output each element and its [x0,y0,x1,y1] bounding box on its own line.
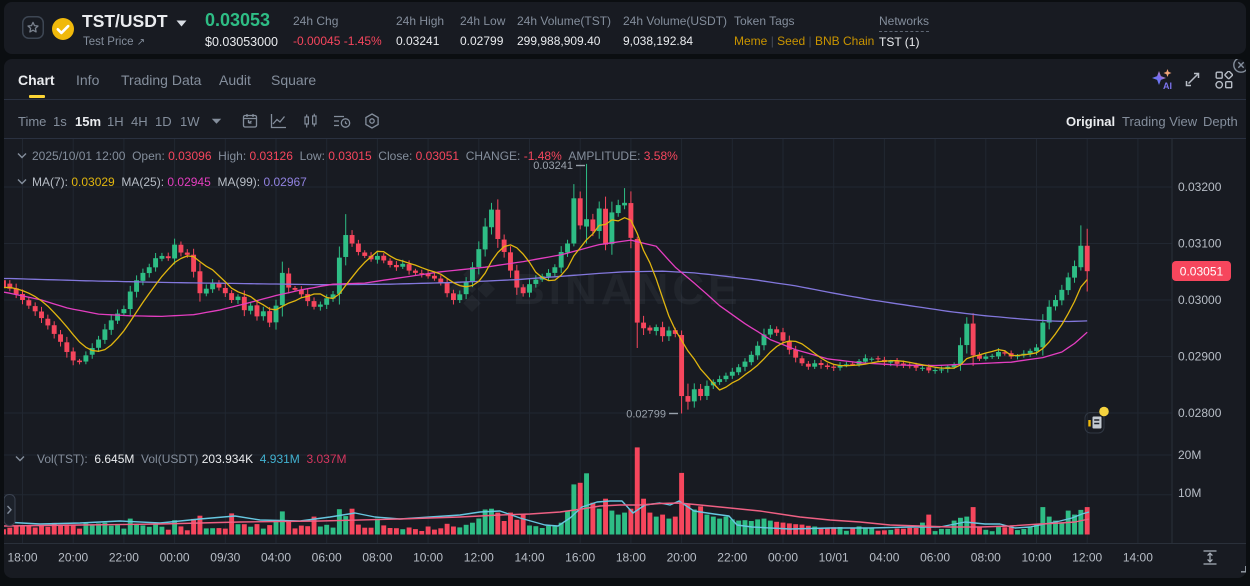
svg-text:AI: AI [1163,81,1172,91]
svg-text:0.03241: 0.03241 [533,160,573,172]
svg-text:09/30: 09/30 [210,551,240,565]
svg-text:08:00: 08:00 [971,551,1001,565]
svg-text:Vol(TST): 6.645M Vol(USDT) 2: Vol(TST): 6.645M Vol(USDT) 203.934K 4.93… [37,452,347,466]
svg-text:18:00: 18:00 [616,551,646,565]
svg-text:06:00: 06:00 [920,551,950,565]
svg-text:0.03200: 0.03200 [1178,180,1222,194]
svg-text:16:00: 16:00 [565,551,595,565]
svg-text:08:00: 08:00 [362,551,392,565]
svg-text:14:00: 14:00 [514,551,544,565]
svg-text:04:00: 04:00 [869,551,899,565]
svg-text:22:00: 22:00 [109,551,139,565]
svg-text:10/01: 10/01 [819,551,849,565]
svg-text:0.02800: 0.02800 [1178,406,1222,420]
svg-text:10:00: 10:00 [1021,551,1051,565]
svg-text:20:00: 20:00 [58,551,88,565]
svg-text:12:00: 12:00 [464,551,494,565]
svg-text:10:00: 10:00 [413,551,443,565]
svg-text:0.02799: 0.02799 [626,409,666,421]
svg-text:14:00: 14:00 [1123,551,1153,565]
svg-text:0.03000: 0.03000 [1178,293,1222,307]
svg-text:10M: 10M [1178,486,1201,500]
svg-text:2025/10/01 12:00 Open: 0.0309: 2025/10/01 12:00 Open: 0.03096 High: 0.0… [32,149,678,163]
svg-text:22:00: 22:00 [717,551,747,565]
svg-text:MA(7): 0.03029 MA(25): 0.0294: MA(7): 0.03029 MA(25): 0.02945 MA(99): 0… [32,175,307,189]
svg-text:00:00: 00:00 [768,551,798,565]
svg-text:12:00: 12:00 [1072,551,1102,565]
svg-text:20:00: 20:00 [667,551,697,565]
svg-text:0.03100: 0.03100 [1178,237,1222,251]
svg-text:06:00: 06:00 [312,551,342,565]
svg-text:20M: 20M [1178,448,1201,462]
svg-text:0.03051: 0.03051 [1180,264,1224,278]
svg-text:18:00: 18:00 [7,551,37,565]
svg-text:0.02900: 0.02900 [1178,350,1222,364]
svg-text:04:00: 04:00 [261,551,291,565]
svg-text:00:00: 00:00 [160,551,190,565]
